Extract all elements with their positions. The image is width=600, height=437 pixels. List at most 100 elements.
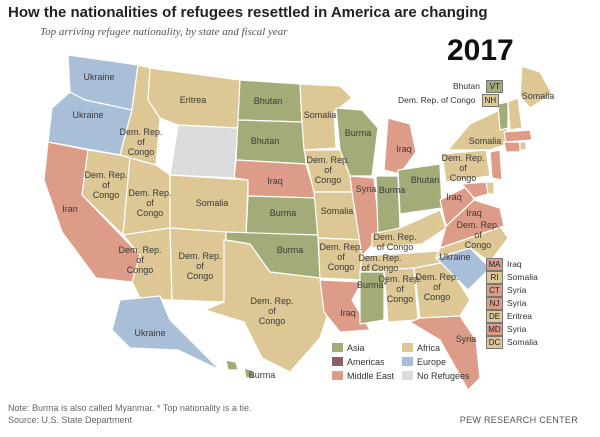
state-label-new-york: Somalia [469,136,502,146]
legend-item-americas: Americas [332,356,385,368]
callout-nj-box: NJ [486,297,503,310]
legend-label: Americas [347,357,385,367]
callout-md-label: Syria [507,324,527,334]
state-label-texas: Congo [259,316,286,326]
state-label-arkansas: Dem. Rep. [319,242,362,252]
callout-vt-label: Bhutan [453,81,480,91]
callout-md-box: MD [486,323,503,336]
state-label-nevada: Congo [93,190,120,200]
callout-de-label: Eritrea [507,311,533,321]
callout-ct-box: CT [486,284,503,297]
state-label-alabama: of [396,284,404,294]
state-label-virginia: Iraq [466,208,482,218]
legend-swatch [402,371,413,380]
state-michigan [383,117,417,175]
state-label-florida: Syria [456,334,477,344]
callout-nj-label: Syria [507,298,527,308]
state-label-oklahoma: Burma [277,245,304,255]
state-label-texas: Dem. Rep. [250,296,293,306]
callout-ma-label: Iraq [507,259,522,269]
source-text: Source: U.S. State Department [8,415,133,425]
state-label-utah: Dem. Rep. [128,188,171,198]
state-new-jersey [489,149,503,181]
state-label-louisiana: Iraq [340,308,356,318]
state-label-hawaii: Burma [249,370,276,380]
state-label-iowa: of [324,165,332,175]
state-label-georgia: of [433,282,441,292]
chart-subtitle: Top arriving refugee nationality, by sta… [40,26,288,38]
callout-ma: MA Iraq [486,258,522,271]
legend-item-asia: Asia [332,342,365,354]
state-label-kentucky: of Congo [377,242,414,252]
state-label-south-dakota: Bhutan [251,136,280,146]
state-label-kansas: Burma [270,208,297,218]
state-label-new-mexico: of [196,261,204,271]
state-label-new-mexico: Congo [187,271,214,281]
legend-item-middle-east: Middle East [332,370,394,382]
callout-dc-box: DC [486,336,503,349]
legend-label: Middle East [347,371,395,381]
state-label-illinois: Syria [356,184,377,194]
state-label-california: Iran [62,204,78,214]
callout-dc: DC Somalia [486,336,538,349]
callout-vt-box: VT [486,80,504,93]
state-label-wisconsin: Burma [345,128,372,138]
state-label-idaho: Dem. Rep. [119,127,162,137]
legend-label: No Refugees [417,371,470,381]
credit: PEW RESEARCH CENTER [459,415,578,425]
state-maine [519,65,553,109]
state-massachusetts [503,129,533,143]
state-florida [409,315,481,391]
state-label-arizona: of [136,255,144,265]
state-label-michigan: Iraq [396,144,412,154]
callout-ct-label: Syria [507,285,527,295]
state-label-pennsylvania: of [459,163,467,173]
state-label-texas: of [268,306,276,316]
callout-ma-box: MA [486,258,503,271]
state-new-hampshire [507,97,523,131]
callout-nh-box: NH [481,94,499,107]
callout-nj: NJ Syria [486,297,527,310]
year-label: 2017 [447,34,514,67]
legend-label: Africa [417,343,441,353]
legend-item-africa: Africa [402,342,440,354]
state-label-alaska: Ukraine [134,328,165,338]
legend-swatch [332,371,343,380]
callout-dc-label: Somalia [507,337,538,347]
state-label-alabama: Dem. Rep. [378,274,421,284]
state-label-pennsylvania: Dem. Rep. [441,153,484,163]
state-label-alabama: Congo [387,294,414,304]
callout-nh-label: Dem. Rep. of Congo [398,95,476,105]
state-label-north-carolina: Dem. Rep. [456,220,499,230]
note-text: Note: Burma is also called Myanmar. * To… [8,403,252,413]
legend-swatch [402,357,413,366]
state-label-iowa: Dem. Rep. [306,155,349,165]
state-label-idaho: of [137,137,145,147]
state-minnesota [299,83,353,151]
state-label-arizona: Congo [127,265,154,275]
state-label-new-mexico: Dem. Rep. [178,251,221,261]
legend-swatch [402,343,413,352]
callout-ct: CT Syria [486,284,527,297]
callout-ri-label: Somalia [507,272,538,282]
state-label-north-carolina: Congo [465,240,492,250]
callout-md: MD Syria [486,323,527,336]
state-label-indiana: Burma [379,185,406,195]
legend-label: Asia [347,343,365,353]
state-label-arkansas: of [337,252,345,262]
state-label-mississippi: Burma* [357,280,388,290]
legend-label: Europe [417,357,447,367]
state-label-north-dakota: Bhutan [254,96,283,106]
state-label-maine: Somalia [522,91,555,101]
legend-item-no-refugees: No Refugees [402,370,470,382]
callout-de: DE Eritrea [486,310,533,323]
state-rhode-island [519,141,527,151]
state-label-arizona: Dem. Rep. [118,245,161,255]
callout-ri-box: RI [486,271,503,284]
callout-ri: RI Somalia [486,271,538,284]
state-label-arkansas: Congo [328,262,355,272]
state-texas [204,239,335,373]
chart-title: How the nationalities of refugees resett… [8,4,488,21]
state-label-nevada: of [102,180,110,190]
